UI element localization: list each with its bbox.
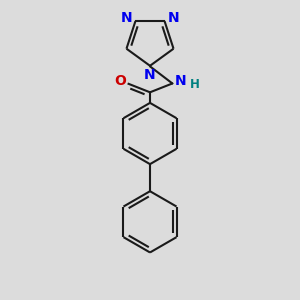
Text: N: N	[121, 11, 132, 25]
Text: N: N	[144, 68, 156, 82]
Text: N: N	[168, 11, 179, 25]
Text: O: O	[115, 74, 127, 88]
Text: H: H	[190, 78, 200, 91]
Text: N: N	[175, 74, 186, 88]
